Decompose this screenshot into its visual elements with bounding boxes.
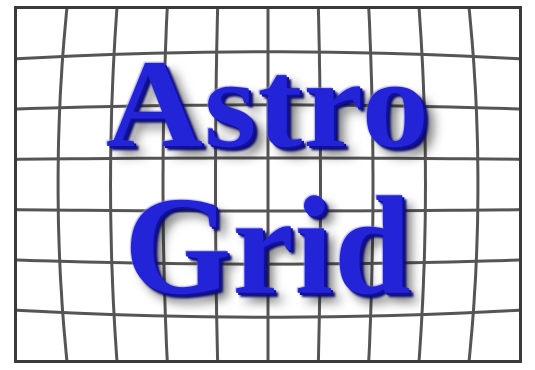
- grid-vertical-line: [108, 9, 119, 360]
- grid-horizontal-line: [17, 208, 519, 213]
- grid-vertical-line: [316, 9, 322, 360]
- grid-horizontal-line: [17, 103, 519, 111]
- grid-vertical-line: [161, 9, 169, 360]
- astrogrid-logo: Astro Grid: [14, 6, 522, 363]
- logo-word-grid: Grid: [124, 167, 412, 324]
- grid-vertical-line: [214, 9, 220, 360]
- grid-vertical-line: [467, 9, 480, 360]
- grid-horizontal-line: [17, 50, 519, 61]
- grid-vertical-line: [417, 9, 428, 360]
- grid-horizontal-line: [17, 258, 519, 266]
- logo-word-astro: Astro: [105, 33, 431, 174]
- grid-horizontal-line: [17, 308, 519, 319]
- grid-horizontal-line: [17, 156, 519, 161]
- logo-wordmark: Astro Grid: [17, 9, 519, 360]
- grid-vertical-line: [367, 9, 375, 360]
- grid-vertical-line: [56, 9, 69, 360]
- warped-grid-background: [17, 9, 519, 360]
